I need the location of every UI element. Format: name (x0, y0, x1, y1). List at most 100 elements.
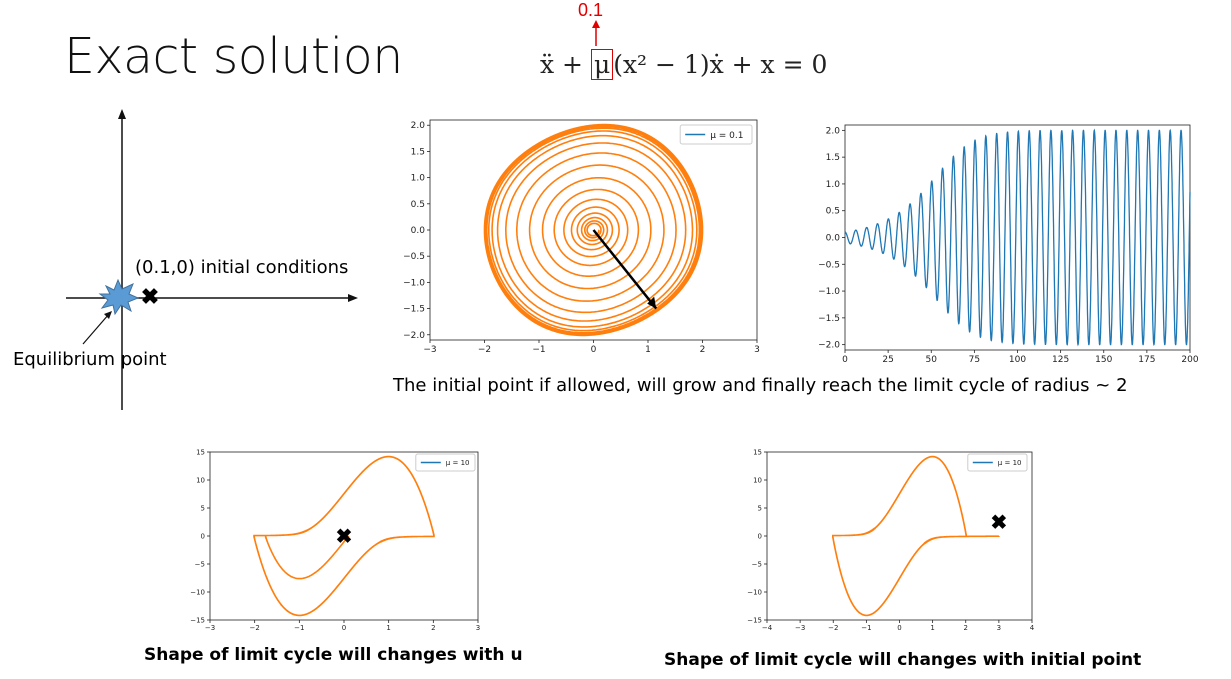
initial-conditions-label: (0.1,0) initial conditions (135, 257, 349, 278)
x-tick-label: 1 (645, 345, 651, 355)
x-tick-label: 50 (926, 355, 938, 365)
y-tick-label: 10 (753, 476, 762, 484)
x-tick-label: 3 (754, 345, 760, 355)
x-tick-label: 25 (882, 355, 893, 365)
y-tick-label: 10 (196, 476, 205, 484)
x-tick-label: 1 (386, 624, 390, 632)
y-tick-label: 1.5 (826, 153, 840, 163)
y-tick-label: 15 (196, 448, 205, 456)
y-tick-label: −15 (747, 616, 762, 624)
legend-label: μ = 0.1 (710, 131, 743, 141)
x-tick-label: −2 (250, 624, 260, 632)
x-tick-label: 175 (1138, 355, 1155, 365)
y-tick-label: −5 (752, 560, 762, 568)
y-tick-label: −10 (190, 588, 205, 596)
phase-sketch: ✖ (66, 109, 358, 410)
x-tick-label: −3 (795, 624, 805, 632)
y-tick-label: 0.0 (826, 234, 841, 244)
x-tick-label: 1 (930, 624, 934, 632)
y-tick-label: −5 (195, 560, 205, 568)
x-tick-label: 3 (997, 624, 1001, 632)
y-tick-label: 5 (758, 504, 762, 512)
y-tick-label: 5 (201, 504, 205, 512)
x-tick-label: 100 (1009, 355, 1026, 365)
time-series-chart-mu-0-1: 0 25 50 75 100 125 150 175 200 2.0 1.5 1.0 0.5 0.0 −0.… (818, 124, 1199, 365)
legend-label: μ = 10 (998, 459, 1022, 467)
initial-point-marker: ✖ (336, 526, 353, 548)
y-tick-label: 0.0 (411, 226, 426, 236)
growth-arrowhead (647, 296, 657, 309)
x-tick-label: −1 (532, 345, 545, 355)
mu-value-annotation: 0.1 (578, 0, 604, 20)
x-tick-label: 125 (1052, 355, 1069, 365)
y-tick-label: −10 (747, 588, 762, 596)
equation-right: (x² − 1)ẋ + x = 0 (613, 50, 828, 79)
y-tick-label: 2.0 (826, 126, 841, 136)
equation-left: ẍ + (540, 50, 591, 79)
x-tick-label: 0 (342, 624, 346, 632)
y-tick-label: −0.5 (818, 260, 840, 270)
legend-box (415, 453, 476, 472)
equation-mu: μ (590, 49, 614, 80)
van-der-pol-equation: ẍ + μ (x² − 1)ẋ + x = 0 (540, 49, 828, 80)
x-tick-label: −4 (762, 624, 773, 632)
y-tick-label: 1.0 (826, 180, 841, 190)
x-tick-label: 3 (476, 624, 480, 632)
y-tick-label: −1.0 (403, 278, 425, 288)
y-tick-label: −2.0 (403, 331, 425, 341)
time-series-line (844, 128, 1191, 347)
x-tick-label: 2 (964, 624, 968, 632)
x-tick-label: 4 (1030, 624, 1035, 632)
sketch-x-arrowhead (348, 294, 358, 302)
y-tick-label: 1.0 (411, 174, 426, 184)
initial-point-marker: ✖ (990, 512, 1007, 534)
x-tick-label: 2 (431, 624, 435, 632)
legend-label: μ = 10 (446, 459, 470, 467)
initial-point-marker: ✖ (141, 284, 159, 309)
caption-shape-vs-mu: Shape of limit cycle will changes with u (144, 645, 523, 665)
y-tick-label: 1.5 (411, 147, 425, 157)
legend-box (679, 124, 753, 145)
phase-portrait-chart-mu-0-1: −3 −2 −1 0 1 2 3 2.0 1.5 1.0 0.5 0.0 −0.5 −1.0 −1.5 −2.… (403, 119, 760, 355)
phase-trajectory (483, 123, 704, 337)
growth-arrow (592, 229, 658, 310)
equilibrium-burst-icon (98, 278, 140, 316)
equilibrium-pointer-arrow (82, 313, 110, 345)
slide-title: Exact solution (64, 28, 403, 85)
y-tick-label: −2.0 (818, 341, 840, 351)
x-tick-label: 75 (969, 355, 980, 365)
x-tick-label: 0 (842, 355, 848, 365)
equilibrium-label: Equilibrium point (13, 349, 167, 370)
x-tick-label: −2 (478, 345, 491, 355)
x-tick-label: −3 (423, 345, 436, 355)
y-tick-label: 0.5 (411, 200, 425, 210)
x-tick-label: −1 (861, 624, 871, 632)
y-tick-label: 0 (201, 532, 205, 540)
y-tick-label: 15 (753, 448, 762, 456)
y-tick-label: −1.5 (403, 305, 425, 315)
x-tick-label: −3 (205, 624, 215, 632)
x-tick-label: −2 (828, 624, 838, 632)
relaxation-trajectory (253, 455, 435, 617)
x-tick-label: 2 (700, 345, 706, 355)
y-tick-label: −1.5 (818, 314, 840, 324)
relaxation-trajectory (832, 455, 1000, 617)
sketch-y-arrowhead (118, 109, 126, 119)
x-tick-label: 0 (591, 345, 597, 355)
x-tick-label: 200 (1181, 355, 1198, 365)
caption-shape-vs-initial: Shape of limit cycle will changes with i… (664, 650, 1142, 670)
y-tick-label: 0.5 (826, 207, 840, 217)
y-tick-label: −1.0 (818, 287, 840, 297)
x-tick-label: 0 (897, 624, 901, 632)
y-tick-label: −15 (190, 616, 205, 624)
caption-limit-cycle-growth: The initial point if allowed, will grow … (393, 375, 1128, 396)
mu-arrow (592, 20, 600, 46)
y-tick-label: 2.0 (411, 121, 426, 131)
y-tick-label: 0 (758, 532, 762, 540)
x-tick-label: −1 (294, 624, 304, 632)
y-tick-label: −0.5 (403, 252, 425, 262)
legend-box (967, 453, 1028, 472)
x-tick-label: 150 (1095, 355, 1112, 365)
